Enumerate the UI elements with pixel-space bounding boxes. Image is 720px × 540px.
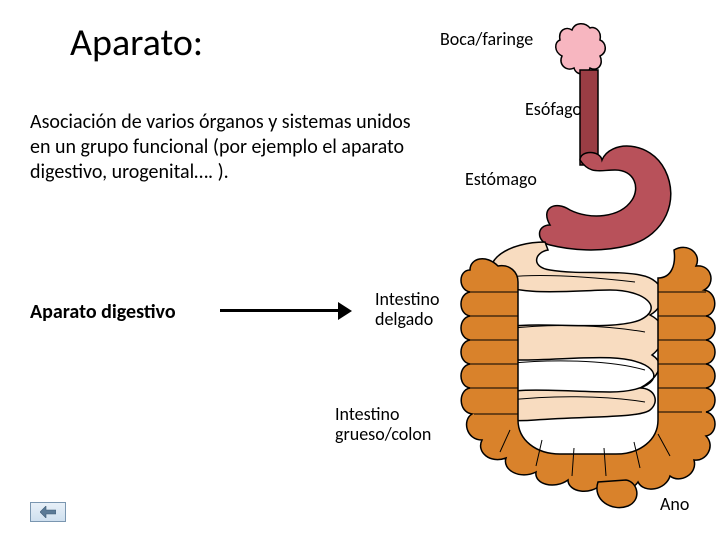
digestive-system-diagram — [440, 20, 720, 530]
arrow-head-icon — [338, 302, 352, 320]
stomach-shape — [540, 146, 671, 250]
back-arrow-icon — [40, 506, 56, 518]
mouth-shape — [556, 24, 606, 74]
arrow-line — [220, 309, 340, 312]
pointer-label: Aparato digestivo — [30, 300, 176, 324]
page-title: Aparato: — [70, 20, 203, 66]
back-button[interactable] — [30, 502, 66, 522]
esophagus-shape — [580, 70, 598, 165]
definition-text: Asociación de varios órganos y sistemas … — [30, 110, 420, 185]
anus-shape — [597, 480, 637, 508]
